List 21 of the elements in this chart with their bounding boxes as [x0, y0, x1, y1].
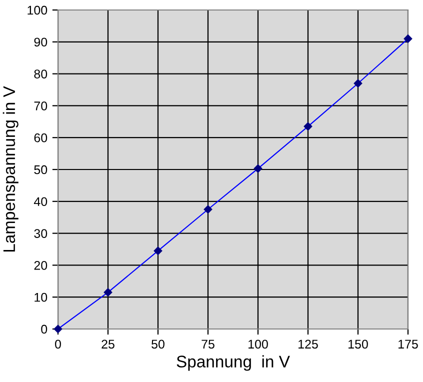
y-tick-label: 80 [34, 70, 48, 78]
y-tick-label: 20 [34, 261, 48, 270]
x-tick-label: 75 [202, 340, 214, 349]
y-tick-label: 60 [34, 133, 48, 142]
x-axis-title: Spannung in V [176, 355, 290, 371]
y-tick-label: 0 [41, 324, 48, 334]
y-tick-label: 100 [28, 6, 48, 15]
x-tick-label: 0 [55, 340, 61, 349]
y-axis-title: Lampenspannung in V [2, 86, 18, 252]
x-tick-label: 150 [348, 340, 368, 349]
x-tick-label: 50 [152, 340, 164, 349]
y-tick-label: 40 [34, 197, 48, 206]
x-tick-label: 175 [398, 340, 418, 349]
y-tick-label: 10 [34, 292, 48, 302]
y-tick-label: 30 [34, 229, 48, 238]
x-tick-label: 100 [248, 340, 268, 349]
y-tick-label: 70 [34, 102, 48, 110]
y-tick-label: 90 [34, 38, 48, 47]
x-tick-label: 125 [298, 340, 318, 349]
x-tick-label: 25 [102, 340, 114, 349]
y-tick-label: 50 [34, 165, 48, 174]
